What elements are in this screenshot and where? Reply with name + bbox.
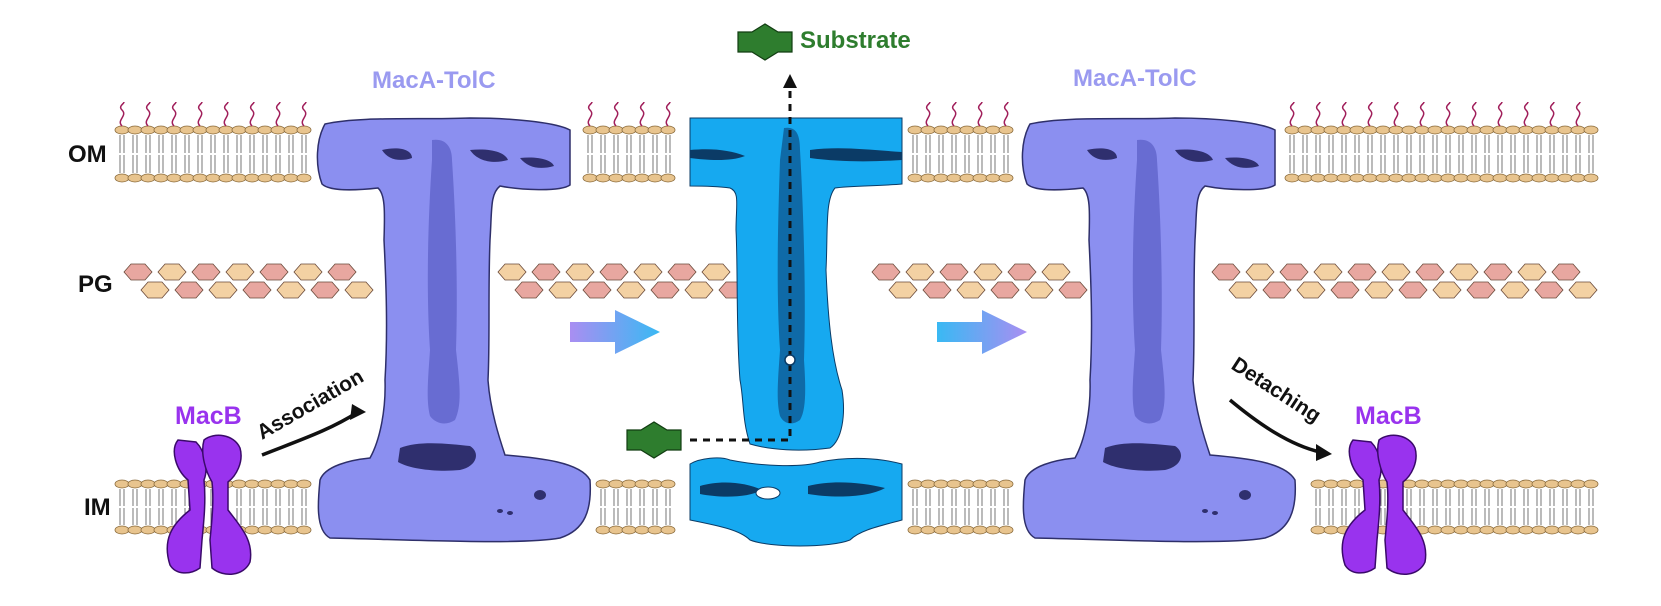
macb-transporter-left	[166, 434, 252, 575]
substrate-hexagon-icon	[737, 23, 793, 61]
gradient-block-arrow-icon	[937, 310, 1027, 354]
maca-tolc-complex-right	[1021, 117, 1297, 543]
macb-label-left: MacB	[175, 402, 242, 430]
macb-label-right: MacB	[1355, 402, 1422, 430]
macb-transporter-right	[1341, 434, 1427, 575]
detaching-arrow	[1228, 398, 1321, 454]
association-label: Association	[253, 365, 368, 444]
om-label: OM	[68, 141, 107, 168]
arrow-head-icon	[783, 74, 797, 88]
detaching-arrow-head-icon	[1316, 444, 1332, 461]
inner-membrane	[114, 479, 1599, 535]
substrate-label: Substrate	[800, 27, 911, 54]
active-efflux-channel	[689, 117, 903, 547]
pg-label: PG	[78, 271, 113, 298]
maca-tolc-label-right: MacA-TolC	[1073, 65, 1197, 92]
outer-membrane	[114, 101, 1599, 183]
association-arrow-head-icon	[350, 404, 366, 420]
maca-tolc-label-left: MacA-TolC	[372, 67, 496, 94]
gradient-block-arrow-icon	[570, 310, 660, 354]
detaching-label: Detaching	[1227, 353, 1325, 428]
substrate-hexagon-icon	[626, 421, 682, 459]
peptidoglycan-layer	[123, 263, 1598, 299]
im-label: IM	[84, 494, 111, 521]
substrate-path	[690, 74, 797, 442]
maca-tolc-complex-left	[316, 117, 592, 543]
association-arrow	[261, 410, 359, 457]
